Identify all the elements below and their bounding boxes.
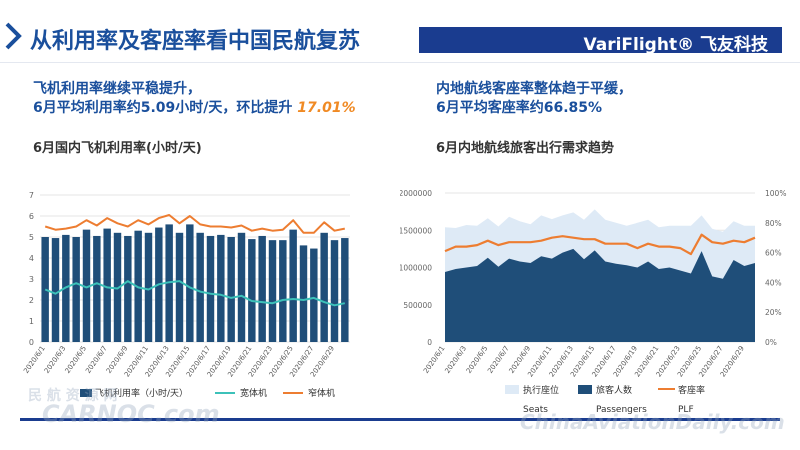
legend-sublabel-seats: Seats <box>523 405 548 415</box>
legend-label-plf: 客座率 <box>678 384 705 396</box>
y2-tick-label: 100% <box>765 189 786 198</box>
y-tick-label: 1000000 <box>400 264 432 273</box>
y-tick-label: 1 <box>29 317 34 326</box>
bar <box>144 232 153 342</box>
legend-label-seats: 执行座位 <box>523 384 559 396</box>
bar <box>268 240 277 342</box>
bar <box>51 238 60 342</box>
left-headline-highlight: 17.01% <box>297 100 356 116</box>
brand-banner: VariFlight® 飞友科技 <box>419 27 782 55</box>
y2-tick-label: 0% <box>765 338 777 347</box>
bar <box>93 235 101 342</box>
y-tick-label: 5 <box>29 233 34 242</box>
legend-sublabel-passengers: Passengers <box>596 405 647 415</box>
chevron-right-icon <box>5 22 22 50</box>
bar <box>227 237 235 342</box>
left-headline-text: 6月平均利用率约5.09小时/天，环比提升 <box>33 100 293 116</box>
y2-tick-label: 40% <box>765 278 782 287</box>
bar <box>175 232 184 342</box>
widebody-line <box>44 280 345 307</box>
bar <box>248 239 256 342</box>
bar <box>279 240 287 342</box>
left-headline: 飞机利用率继续平稳提升， 6月平均利用率约5.09小时/天，环比提升 17.01… <box>33 80 356 118</box>
bar <box>206 235 215 342</box>
bar <box>310 248 318 342</box>
passenger-demand-chart: 0 500000 1000000 1500000 2000000 0% 20% 40% 60% 8… <box>400 189 786 415</box>
y2-tick-label: 60% <box>765 249 782 258</box>
bar <box>299 245 308 342</box>
passengers-area <box>445 248 755 342</box>
bar <box>41 237 49 342</box>
bar <box>237 232 246 342</box>
narrowbody-line <box>44 214 345 234</box>
legend-label-passengers: 旅客人数 <box>596 384 632 396</box>
bar <box>341 238 349 342</box>
footer-divider <box>20 418 780 421</box>
legend-swatch-passengers <box>578 385 592 394</box>
bar <box>72 237 80 342</box>
watermark-chinaaviationdaily: ChinaAviationDaily.com <box>520 410 785 434</box>
y-tick-label: 500000 <box>403 301 432 310</box>
y-tick-label: 2000000 <box>400 189 432 198</box>
bar <box>103 228 111 342</box>
page-title: 从利用率及客座率看中国民航复苏 <box>30 29 361 54</box>
y-tick-label: 0 <box>427 338 432 347</box>
bar <box>217 234 225 342</box>
right-headline-line1: 内地航线客座率整体趋于平缓， <box>436 81 632 97</box>
watermark-cn: 民 航 资 源 网 <box>28 388 118 404</box>
left-headline-line1: 飞机利用率继续平稳提升， <box>33 81 201 97</box>
right-chart-title: 6月内地航线旅客出行需求趋势 <box>436 141 615 156</box>
y-tick-label: 6 <box>29 212 34 221</box>
y-tick-label: 1500000 <box>400 226 432 235</box>
y-tick-label: 4 <box>29 254 34 263</box>
bar <box>124 235 132 342</box>
y2-tick-label: 80% <box>765 219 782 228</box>
right-headline-line2: 6月平均客座率约66.85% <box>436 100 603 116</box>
bar <box>320 232 328 342</box>
left-headline-line2: 6月平均利用率约5.09小时/天，环比提升 17.01% <box>33 99 356 118</box>
y-tick-label: 0 <box>29 338 34 347</box>
legend-swatch-seats <box>505 385 519 394</box>
plf-line <box>444 233 756 256</box>
y2-tick-label: 20% <box>765 308 782 317</box>
y-tick-label: 7 <box>29 191 34 200</box>
legend-label-widebody: 宽体机 <box>240 387 267 399</box>
watermark-carnoc: CARNOC.com <box>42 400 220 428</box>
bar <box>330 240 339 342</box>
bar <box>258 235 266 342</box>
header-divider <box>0 62 800 63</box>
legend-label-utilization: 飞机利用率（小时/天） <box>95 387 188 399</box>
legend-label-narrowbody: 窄体机 <box>308 387 335 399</box>
utilization-chart: 012345672020/6/12020/6/32020/6/52020/6/7… <box>22 191 350 399</box>
bar <box>289 229 297 342</box>
left-chart-title: 6月国内飞机利用率(小时/天) <box>33 141 202 156</box>
legend-swatch-utilization <box>80 389 92 397</box>
right-headline: 内地航线客座率整体趋于平缓， 6月平均客座率约66.85% <box>436 80 632 118</box>
bar <box>196 232 204 342</box>
y-tick-label: 3 <box>29 275 34 284</box>
y-tick-label: 2 <box>29 296 34 305</box>
legend-sublabel-plf: PLF <box>678 405 694 415</box>
brand-logo-text: VariFlight® 飞友科技 <box>583 35 769 55</box>
bar <box>186 224 194 342</box>
bar <box>82 229 91 342</box>
